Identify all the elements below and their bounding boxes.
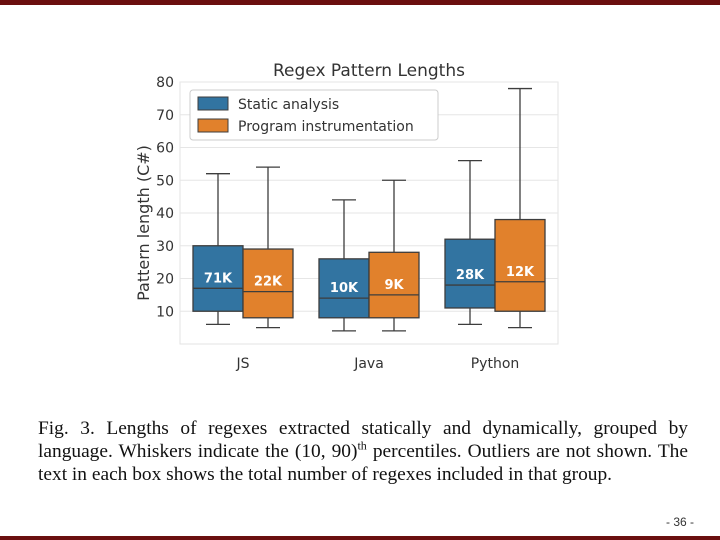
- x-tick-label: JS: [235, 356, 249, 372]
- box-java-1: [368, 251, 420, 319]
- legend-swatch: [197, 96, 229, 111]
- x-tick-label: Java: [353, 356, 384, 372]
- y-tick-label: 10: [156, 304, 174, 320]
- y-tick-label: 70: [156, 108, 174, 124]
- y-axis-label: Pattern length (C#): [134, 145, 153, 301]
- y-tick-label: 60: [156, 141, 174, 157]
- figure-caption: Fig. 3. Lengths of regexes extracted sta…: [38, 417, 688, 486]
- caption-superscript: th: [357, 438, 367, 453]
- box-java-0: [318, 258, 370, 319]
- top-border: [0, 0, 720, 5]
- chart-title: Regex Pattern Lengths: [273, 61, 465, 81]
- y-tick-label: 30: [156, 239, 174, 255]
- caption-text-2: percentiles. Outliers are not shown. The…: [38, 441, 688, 485]
- y-tick-label: 50: [156, 173, 174, 189]
- legend-swatch: [197, 118, 229, 133]
- x-tick-label: Python: [471, 356, 520, 372]
- y-tick-label: 40: [156, 206, 174, 222]
- box-python-1: [494, 218, 546, 312]
- box-count-label: 9K: [384, 278, 404, 293]
- bottom-border: [0, 536, 720, 540]
- box-count-label: 10K: [330, 281, 359, 296]
- y-tick-label: 80: [156, 75, 174, 91]
- legend-entry: Program instrumentation: [238, 119, 414, 135]
- legend-frame: [189, 89, 439, 141]
- box-count-label: 28K: [456, 268, 485, 283]
- y-tick-label: 20: [156, 272, 174, 288]
- box-plot-chart: 10 20 30 40 50 60 70 80 Regex Pattern Lengths Pat…: [134, 61, 559, 372]
- legend-entry: Static analysis: [238, 97, 339, 113]
- box-count-label: 22K: [254, 275, 283, 290]
- page-number: - 36 -: [665, 515, 694, 529]
- box-count-label: 12K: [506, 265, 535, 280]
- box-count-label: 71K: [204, 271, 233, 286]
- caption-text-1: Fig. 3. Lengths of regexes extracted sta…: [38, 418, 688, 462]
- box-python-0: [444, 238, 496, 309]
- box-js-1: [242, 248, 294, 319]
- box-js-0: [192, 245, 244, 312]
